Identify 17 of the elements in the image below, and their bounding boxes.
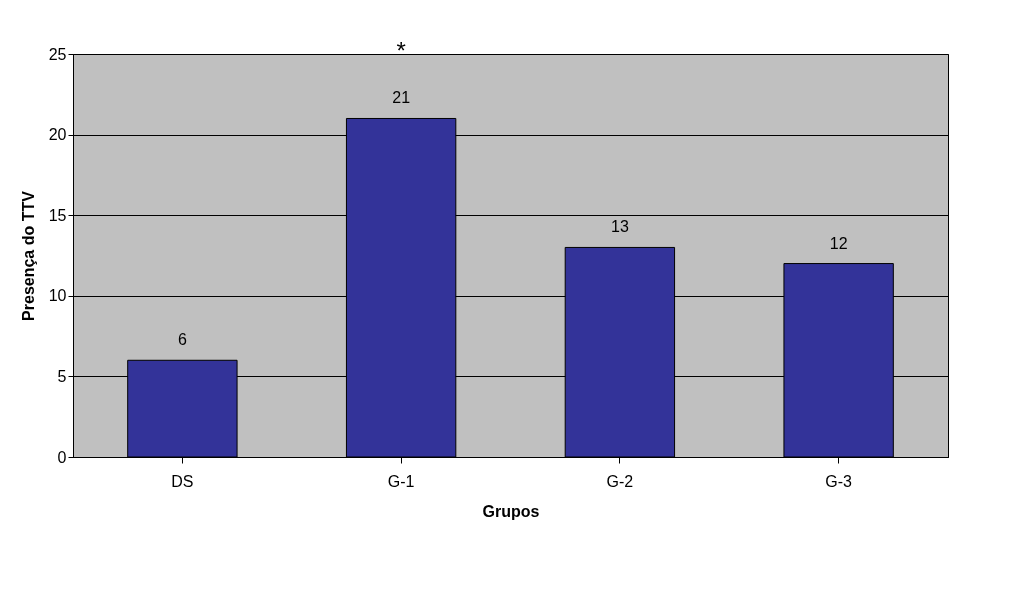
data-label: 21 [392, 89, 411, 107]
data-label: 13 [610, 218, 629, 236]
y-axis-title: Presença do TTV [19, 190, 37, 321]
y-tick-label: 10 [48, 287, 67, 305]
data-label: 12 [829, 234, 848, 252]
data-label: 6 [177, 331, 187, 349]
x-axis-title: Grupos [482, 502, 540, 520]
annotation: * [396, 37, 406, 64]
y-tick-label: 15 [48, 206, 67, 224]
x-tick-label: G-3 [825, 472, 853, 490]
x-tick-label: DS [171, 472, 194, 490]
x-tick-label: G-1 [387, 472, 415, 490]
y-tick-label: 20 [48, 126, 67, 144]
x-tick-label: G-2 [606, 472, 634, 490]
y-tick-label: 0 [57, 448, 67, 466]
y-tick-label: 5 [57, 367, 67, 385]
y-tick-label: 25 [48, 45, 67, 63]
